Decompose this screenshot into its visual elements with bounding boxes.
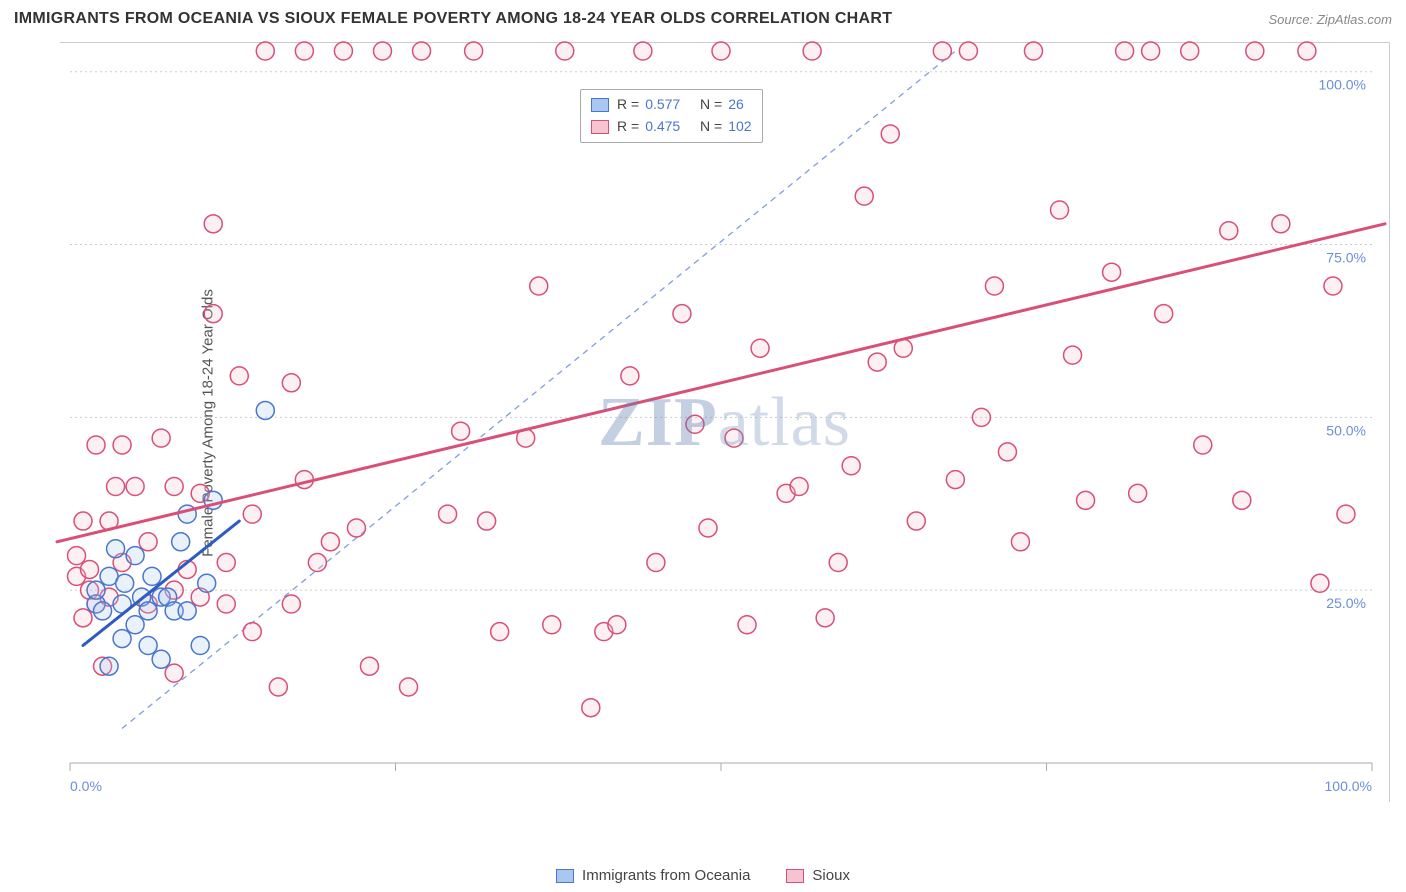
- legend-row-pink: R = 0.475 N = 102: [591, 116, 752, 138]
- series-legend: Immigrants from Oceania Sioux: [0, 867, 1406, 884]
- svg-text:100.0%: 100.0%: [1319, 77, 1366, 93]
- legend-item-pink: Sioux: [786, 867, 850, 884]
- svg-text:75.0%: 75.0%: [1326, 250, 1366, 266]
- legend-row-blue: R = 0.577 N = 26: [591, 94, 752, 116]
- svg-text:0.0%: 0.0%: [70, 778, 102, 794]
- scatter-plot: 25.0% 50.0% 75.0% 100.0% 0.0% 100.0%: [60, 43, 1389, 802]
- legend-item-blue: Immigrants from Oceania: [556, 867, 750, 884]
- chart-title: IMMIGRANTS FROM OCEANIA VS SIOUX FEMALE …: [14, 10, 892, 28]
- swatch-blue: [591, 98, 609, 112]
- correlation-legend: R = 0.577 N = 26 R = 0.475 N = 102: [580, 89, 763, 143]
- swatch-pink: [786, 869, 804, 883]
- swatch-blue: [556, 869, 574, 883]
- chart-area: Female Poverty Among 18-24 Year Olds 25.…: [60, 42, 1390, 802]
- chart-header: IMMIGRANTS FROM OCEANIA VS SIOUX FEMALE …: [0, 0, 1406, 38]
- svg-text:25.0%: 25.0%: [1326, 595, 1366, 611]
- swatch-pink: [591, 120, 609, 134]
- source-attribution: Source: ZipAtlas.com: [1268, 12, 1392, 27]
- svg-text:100.0%: 100.0%: [1325, 778, 1372, 794]
- svg-text:50.0%: 50.0%: [1326, 422, 1366, 438]
